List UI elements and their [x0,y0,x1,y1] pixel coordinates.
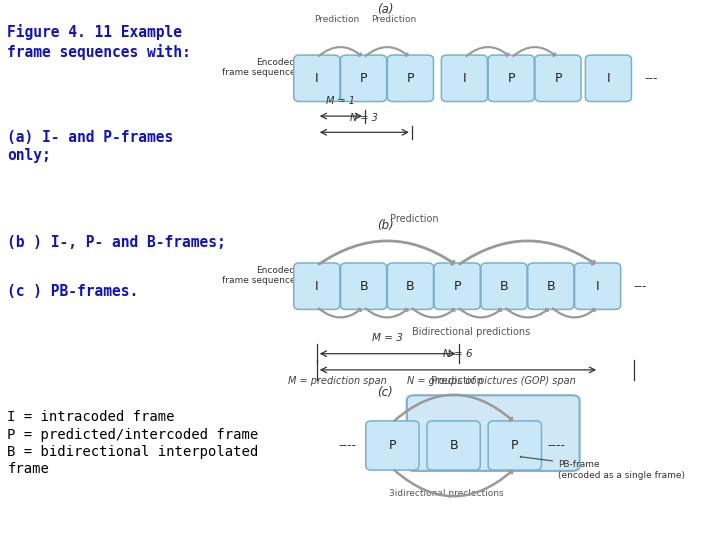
Text: P: P [389,439,396,452]
FancyBboxPatch shape [488,421,541,470]
FancyBboxPatch shape [387,263,433,309]
Text: Prediction: Prediction [390,214,438,224]
Text: (a): (a) [377,3,393,16]
Text: I = intracoded frame
P = predicted/intercoded frame
B = bidirectional interpolat: I = intracoded frame P = predicted/inter… [7,410,258,476]
Text: Prediction: Prediction [314,15,359,24]
FancyBboxPatch shape [407,395,580,471]
Text: ---: --- [644,72,658,85]
Text: I: I [315,72,319,85]
Text: I: I [595,280,600,293]
Text: N = 6: N = 6 [443,349,473,359]
Text: Prediction: Prediction [431,376,483,386]
Text: M = 3: M = 3 [372,333,403,343]
Text: Encoded
frame sequence: Encoded frame sequence [222,266,295,285]
Text: P: P [360,72,367,85]
FancyBboxPatch shape [427,421,480,470]
Text: B: B [500,280,508,293]
Text: PB-frame
(encoded as a single frame): PB-frame (encoded as a single frame) [521,456,685,480]
FancyBboxPatch shape [366,421,419,470]
Text: (b ) I-, P- and B-frames;: (b ) I-, P- and B-frames; [7,235,226,250]
Text: I: I [462,72,467,85]
FancyBboxPatch shape [341,263,387,309]
FancyBboxPatch shape [441,55,487,102]
Text: I: I [315,280,319,293]
FancyBboxPatch shape [528,263,574,309]
FancyBboxPatch shape [585,55,631,102]
Text: ---: --- [634,280,647,293]
Text: B: B [449,439,458,452]
Text: M = 1: M = 1 [326,96,356,106]
Text: N = 3: N = 3 [351,112,378,123]
Text: (a) I- and P-frames
only;: (a) I- and P-frames only; [7,130,174,163]
Text: I: I [606,72,611,85]
FancyBboxPatch shape [341,55,387,102]
FancyBboxPatch shape [481,263,527,309]
Text: B: B [546,280,555,293]
Text: P: P [508,72,515,85]
FancyBboxPatch shape [575,263,621,309]
Text: Bidirectional predictions: Bidirectional predictions [413,327,531,337]
Text: (c): (c) [377,386,393,399]
FancyBboxPatch shape [294,55,340,102]
Text: N = groups of pictures (GOP) span: N = groups of pictures (GOP) span [407,376,575,386]
Text: P: P [407,72,414,85]
Text: B: B [406,280,415,293]
Text: M = prediction span: M = prediction span [288,376,387,386]
FancyBboxPatch shape [387,55,433,102]
FancyBboxPatch shape [434,263,480,309]
Text: (b): (b) [377,219,394,232]
Text: B: B [359,280,368,293]
Text: P: P [454,280,461,293]
Text: Encoded
frame sequence: Encoded frame sequence [222,58,295,77]
FancyBboxPatch shape [488,55,534,102]
Text: ----: ---- [338,439,356,452]
Text: ----: ---- [547,439,565,452]
Text: P: P [511,439,518,452]
FancyBboxPatch shape [535,55,581,102]
Text: 3idirectional preclections: 3idirectional preclections [389,489,504,498]
Text: Figure 4. 11 Example
frame sequences with:: Figure 4. 11 Example frame sequences wit… [7,24,191,60]
Text: (c ) PB-frames.: (c ) PB-frames. [7,284,138,299]
Text: Prediction: Prediction [372,15,417,24]
FancyBboxPatch shape [294,263,340,309]
Text: P: P [554,72,562,85]
